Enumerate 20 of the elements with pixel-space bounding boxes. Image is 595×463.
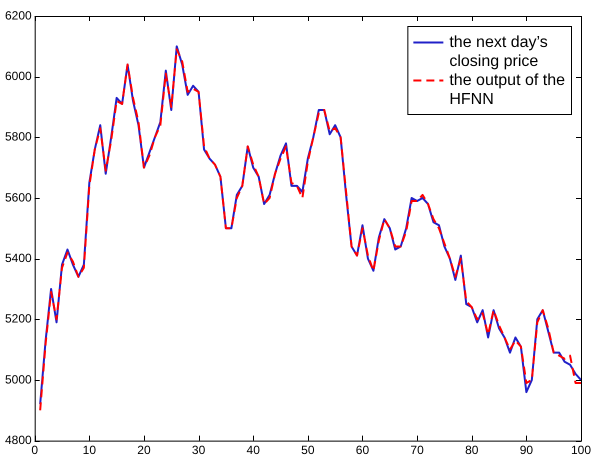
y-tick-label: 4800 (4, 432, 32, 447)
y-tick-label: 5200 (4, 312, 32, 326)
x-tick-label: 0 (31, 443, 38, 458)
x-tick-label: 40 (246, 443, 260, 458)
legend-label: the output of the HFNN (449, 72, 566, 108)
x-tick-label: 10 (82, 443, 96, 458)
x-tick-label: 90 (520, 443, 534, 458)
y-tick-label: 5400 (4, 250, 32, 265)
y-tick-label: 5800 (4, 130, 32, 144)
x-tick-label: 30 (192, 443, 206, 458)
y-tick-label: 6000 (4, 68, 32, 83)
x-tick-label: 80 (465, 443, 479, 458)
y-tick-label: 5600 (4, 190, 32, 204)
x-tick-label: 60 (356, 443, 370, 458)
x-tick-label: 70 (410, 443, 424, 458)
x-tick-label: 50 (301, 443, 315, 458)
y-tick-label: 5000 (4, 372, 32, 386)
x-tick-label: 20 (137, 443, 151, 458)
x-tick-label: 100 (570, 443, 592, 458)
y-tick-label: 6200 (4, 8, 32, 22)
